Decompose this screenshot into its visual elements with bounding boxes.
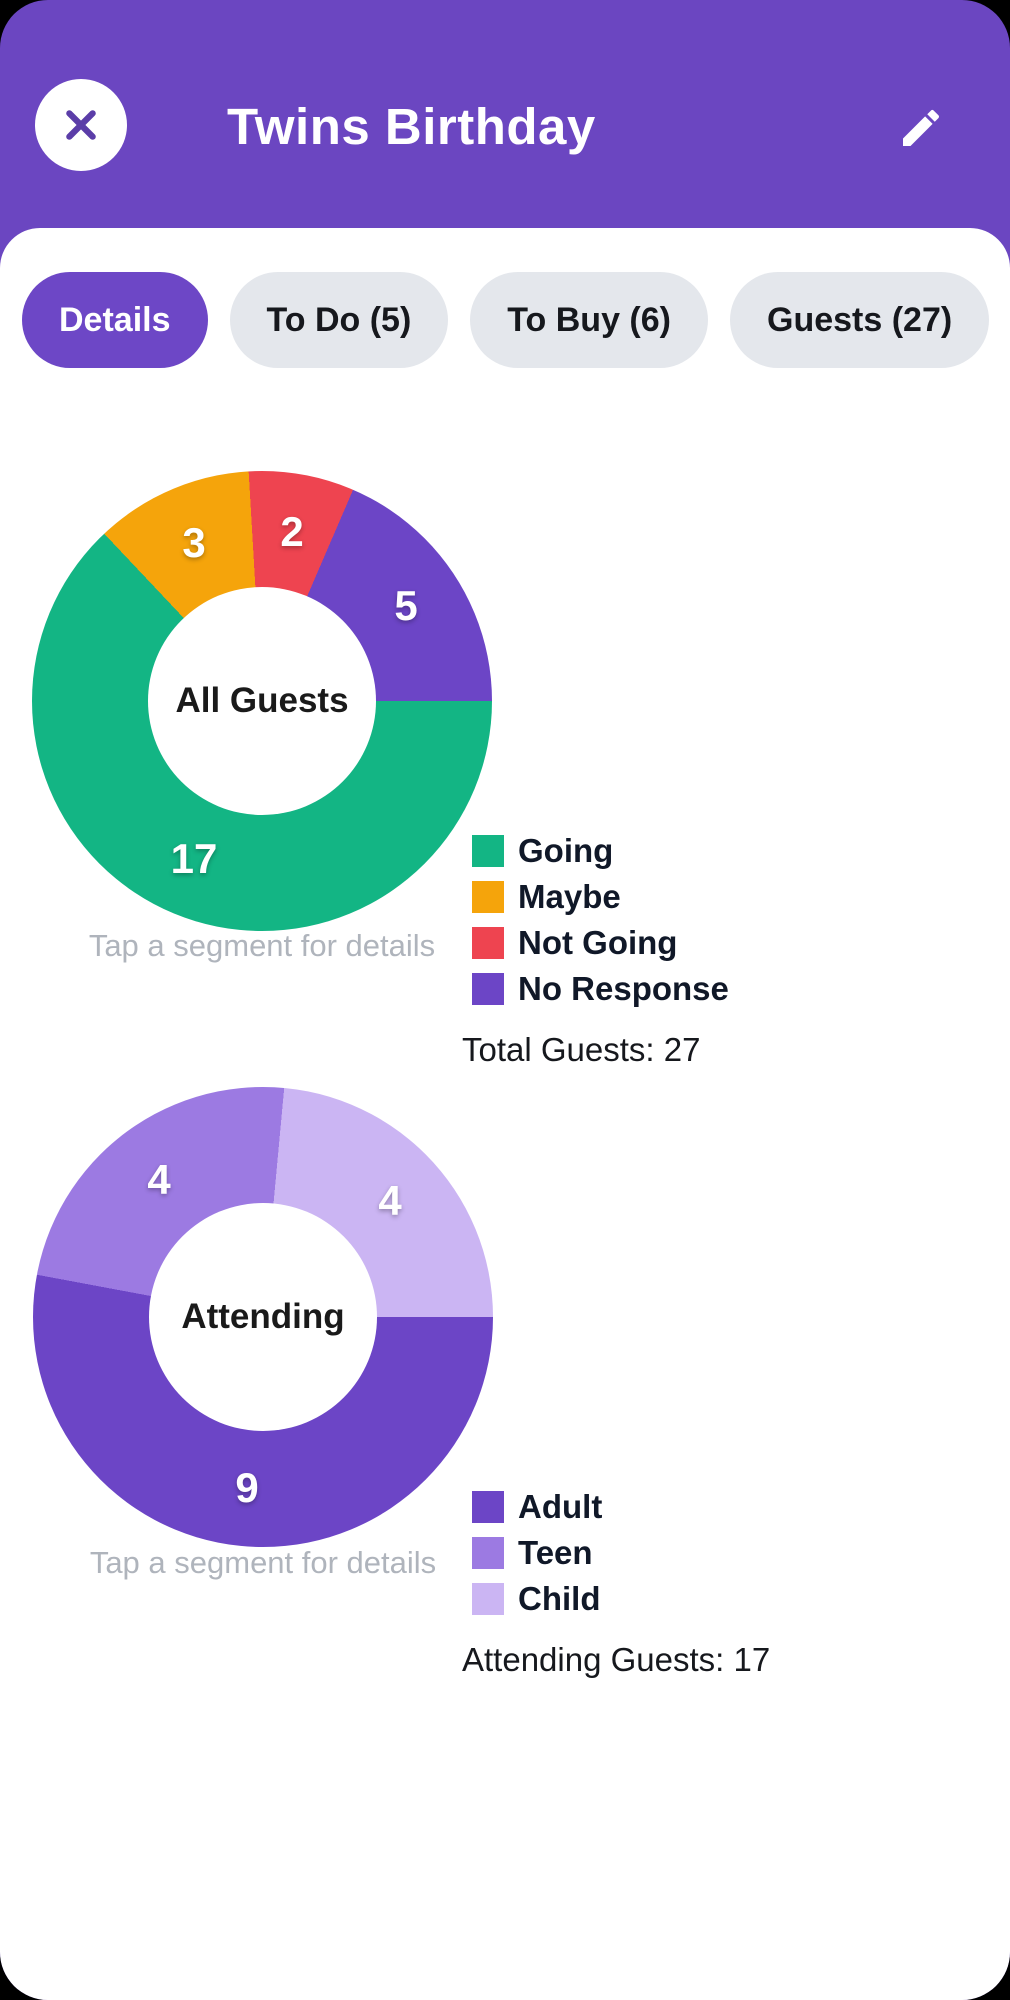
tap-hint: Tap a segment for details [88, 928, 436, 963]
page-title: Twins Birthday [227, 98, 596, 155]
tab-to-do-5[interactable]: To Do (5) [229, 272, 449, 368]
segment-value-label-teen: 4 [147, 1156, 171, 1203]
donut-hole: Attending [149, 1203, 377, 1431]
donut-center-label: All Guests [175, 681, 349, 720]
tab-to-buy-6[interactable]: To Buy (6) [470, 272, 708, 368]
pencil-icon [903, 109, 940, 146]
legend-attending: Adult Teen Child Attending Guests: 17 [462, 1488, 770, 1679]
segment-value-label-going: 17 [170, 835, 218, 882]
legend-label: Child [518, 1580, 601, 1617]
legend-item-child: Child [472, 1580, 770, 1617]
legend-label: Adult [518, 1488, 603, 1525]
legend-swatch [472, 973, 504, 1005]
legend-label: Not Going [518, 924, 678, 961]
segment-value-label-not-going: 2 [280, 508, 304, 555]
legend-swatch [472, 835, 504, 867]
legend-all-guests: Going Maybe Not Going No Response Total Gues… [462, 832, 729, 1069]
legend-item-going: Going [472, 832, 729, 869]
legend-total: Attending Guests: 17 [462, 1641, 771, 1678]
close-button[interactable] [35, 79, 127, 171]
legend-item-adult: Adult [472, 1488, 770, 1525]
legend-label: Maybe [518, 878, 621, 915]
donut-chart-attending[interactable]: Attending 9 4 4 [33, 1087, 493, 1547]
legend-swatch [472, 1491, 504, 1523]
legend-label: Going [518, 832, 614, 869]
tab-details[interactable]: Details [22, 272, 208, 368]
tap-hint: Tap a segment for details [89, 1545, 437, 1580]
legend-swatch [472, 1537, 504, 1569]
segment-value-label-child: 4 [378, 1177, 402, 1224]
content-card: Details To Do (5) To Buy (6) Guests (27) Al… [0, 228, 1010, 2000]
legend-total: Total Guests: 27 [462, 1031, 701, 1068]
legend-item-teen: Teen [472, 1534, 770, 1571]
tab-bar: Details To Do (5) To Buy (6) Guests (27) [22, 272, 990, 368]
segment-value-label-maybe: 3 [182, 519, 206, 566]
donut-chart-all-guests[interactable]: All Guests 17 3 2 5 [32, 471, 492, 931]
legend-item-not-going: Not Going [472, 924, 729, 961]
close-icon [66, 110, 96, 140]
legend-label: No Response [518, 970, 729, 1007]
legend-item-maybe: Maybe [472, 878, 729, 915]
legend-swatch [472, 1583, 504, 1615]
edit-button[interactable] [895, 102, 947, 154]
tab-guests-27[interactable]: Guests (27) [730, 272, 990, 368]
legend-item-no-response: No Response [472, 970, 729, 1007]
legend-label: Teen [518, 1534, 593, 1571]
segment-value-label-no-response: 5 [394, 582, 418, 629]
legend-swatch [472, 881, 504, 913]
legend-swatch [472, 927, 504, 959]
donut-center-label: Attending [181, 1297, 345, 1336]
donut-hole: All Guests [148, 587, 376, 815]
segment-value-label-adult: 9 [235, 1464, 259, 1511]
